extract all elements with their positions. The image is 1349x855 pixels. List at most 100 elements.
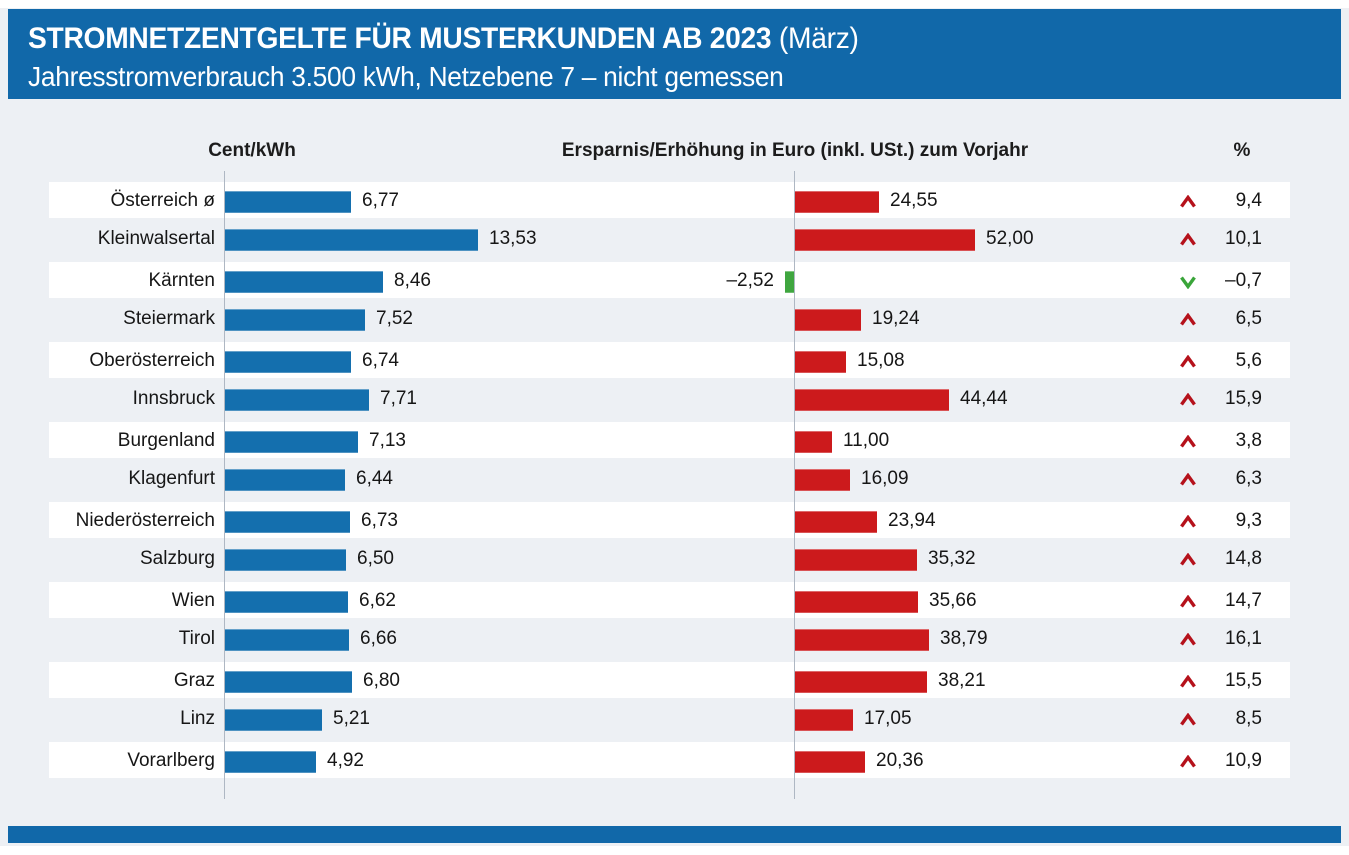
table-row: Wien 6,62 35,66 14,7 (49, 580, 1290, 620)
cent-value: 7,71 (380, 388, 417, 409)
cent-value: 4,92 (327, 750, 364, 771)
cent-bar (224, 229, 478, 251)
euro-bar (794, 431, 832, 453)
cent-value: 6,66 (360, 628, 397, 649)
cent-value: 6,74 (362, 350, 399, 371)
trend-up-icon (1180, 515, 1196, 528)
percent-value: 5,6 (1235, 350, 1262, 371)
percent-value: 10,9 (1225, 750, 1262, 771)
page-title: STROMNETZENTGELTE FÜR MUSTERKUNDEN AB 20… (28, 22, 859, 55)
percent-value: –0,7 (1225, 270, 1262, 291)
region-label: Österreich ø (110, 190, 215, 211)
cent-bar (224, 629, 349, 651)
euro-bar (794, 629, 929, 651)
table-row: Vorarlberg 4,92 20,36 10,9 (49, 740, 1290, 780)
euro-bar (794, 709, 853, 731)
region-label: Wien (171, 590, 215, 611)
region-label: Niederösterreich (75, 510, 215, 531)
region-label: Graz (173, 670, 215, 691)
trend-up-icon (1180, 355, 1196, 368)
trend-up-icon (1180, 633, 1196, 646)
title-banner: STROMNETZENTGELTE FÜR MUSTERKUNDEN AB 20… (8, 9, 1341, 99)
euro-value: 11,00 (843, 430, 890, 451)
cent-bar (224, 191, 351, 213)
region-label: Innsbruck (132, 388, 215, 409)
euro-bar (794, 351, 846, 373)
table-row: Salzburg 6,50 35,32 14,8 (49, 540, 1290, 580)
trend-up-icon (1180, 713, 1196, 726)
cent-bar (224, 751, 316, 773)
region-label: Vorarlberg (127, 750, 215, 771)
trend-up-icon (1180, 473, 1196, 486)
euro-bar (794, 751, 865, 773)
table-row: Graz 6,80 38,21 15,5 (49, 660, 1290, 700)
axis-line-right (794, 171, 795, 799)
euro-value: 38,79 (940, 628, 988, 649)
euro-value: 44,44 (960, 388, 1008, 409)
euro-value: 15,08 (857, 350, 905, 371)
table-row: Kleinwalsertal 13,53 52,00 10,1 (49, 220, 1290, 260)
cent-bar (224, 549, 346, 571)
cent-bar (224, 271, 383, 293)
chart-rows: Österreich ø 6,77 24,55 9,4 Kleinwalsertal 13… (49, 180, 1290, 780)
euro-value: 35,32 (928, 548, 976, 569)
percent-value: 9,4 (1235, 190, 1262, 211)
cent-value: 7,52 (376, 308, 413, 329)
cent-bar (224, 309, 365, 331)
column-header-cent: Cent/kWh (208, 140, 296, 161)
cent-bar (224, 591, 348, 613)
table-row: Niederösterreich 6,73 23,94 9,3 (49, 500, 1290, 540)
cent-bar (224, 431, 358, 453)
percent-value: 3,8 (1235, 430, 1262, 451)
cent-value: 6,50 (357, 548, 394, 569)
cent-value: 6,80 (363, 670, 400, 691)
percent-value: 15,5 (1225, 670, 1262, 691)
region-label: Salzburg (140, 548, 215, 569)
trend-up-icon (1180, 435, 1196, 448)
percent-value: 14,8 (1225, 548, 1262, 569)
euro-value: 16,09 (861, 468, 909, 489)
euro-value: 24,55 (890, 190, 938, 211)
footer-bar (8, 826, 1341, 843)
trend-up-icon (1180, 553, 1196, 566)
euro-bar (794, 229, 975, 251)
table-row: Oberösterreich 6,74 15,08 5,6 (49, 340, 1290, 380)
region-label: Klagenfurt (128, 468, 215, 489)
trend-up-icon (1180, 195, 1196, 208)
percent-value: 8,5 (1235, 708, 1262, 729)
euro-bar (794, 191, 879, 213)
euro-value: –2,52 (726, 270, 774, 291)
table-row: Burgenland 7,13 11,00 3,8 (49, 420, 1290, 460)
table-row: Innsbruck 7,71 44,44 15,9 (49, 380, 1290, 420)
cent-bar (224, 511, 350, 533)
trend-down-icon (1180, 276, 1196, 289)
trend-up-icon (1180, 675, 1196, 688)
euro-value: 20,36 (876, 750, 924, 771)
cent-value: 7,13 (369, 430, 406, 451)
table-row: Steiermark 7,52 19,24 6,5 (49, 300, 1290, 340)
euro-bar (794, 389, 949, 411)
trend-up-icon (1180, 313, 1196, 326)
region-label: Steiermark (123, 308, 215, 329)
euro-bar (794, 591, 918, 613)
page-subtitle: Jahresstromverbrauch 3.500 kWh, Netzeben… (28, 61, 784, 92)
percent-value: 14,7 (1225, 590, 1262, 611)
euro-bar (794, 549, 917, 571)
region-label: Tirol (178, 628, 215, 649)
euro-bar (794, 309, 861, 331)
title-suffix: (März) (771, 22, 859, 55)
percent-value: 16,1 (1225, 628, 1262, 649)
euro-bar (794, 671, 927, 693)
table-row: Linz 5,21 17,05 8,5 (49, 700, 1290, 740)
cent-value: 6,44 (356, 468, 393, 489)
euro-bar (794, 511, 877, 533)
percent-value: 15,9 (1225, 388, 1262, 409)
cent-bar (224, 469, 345, 491)
percent-value: 6,3 (1235, 468, 1262, 489)
trend-up-icon (1180, 595, 1196, 608)
euro-value: 52,00 (986, 228, 1034, 249)
cent-value: 8,46 (394, 270, 431, 291)
region-label: Kärnten (148, 270, 215, 291)
euro-value: 38,21 (938, 670, 986, 691)
